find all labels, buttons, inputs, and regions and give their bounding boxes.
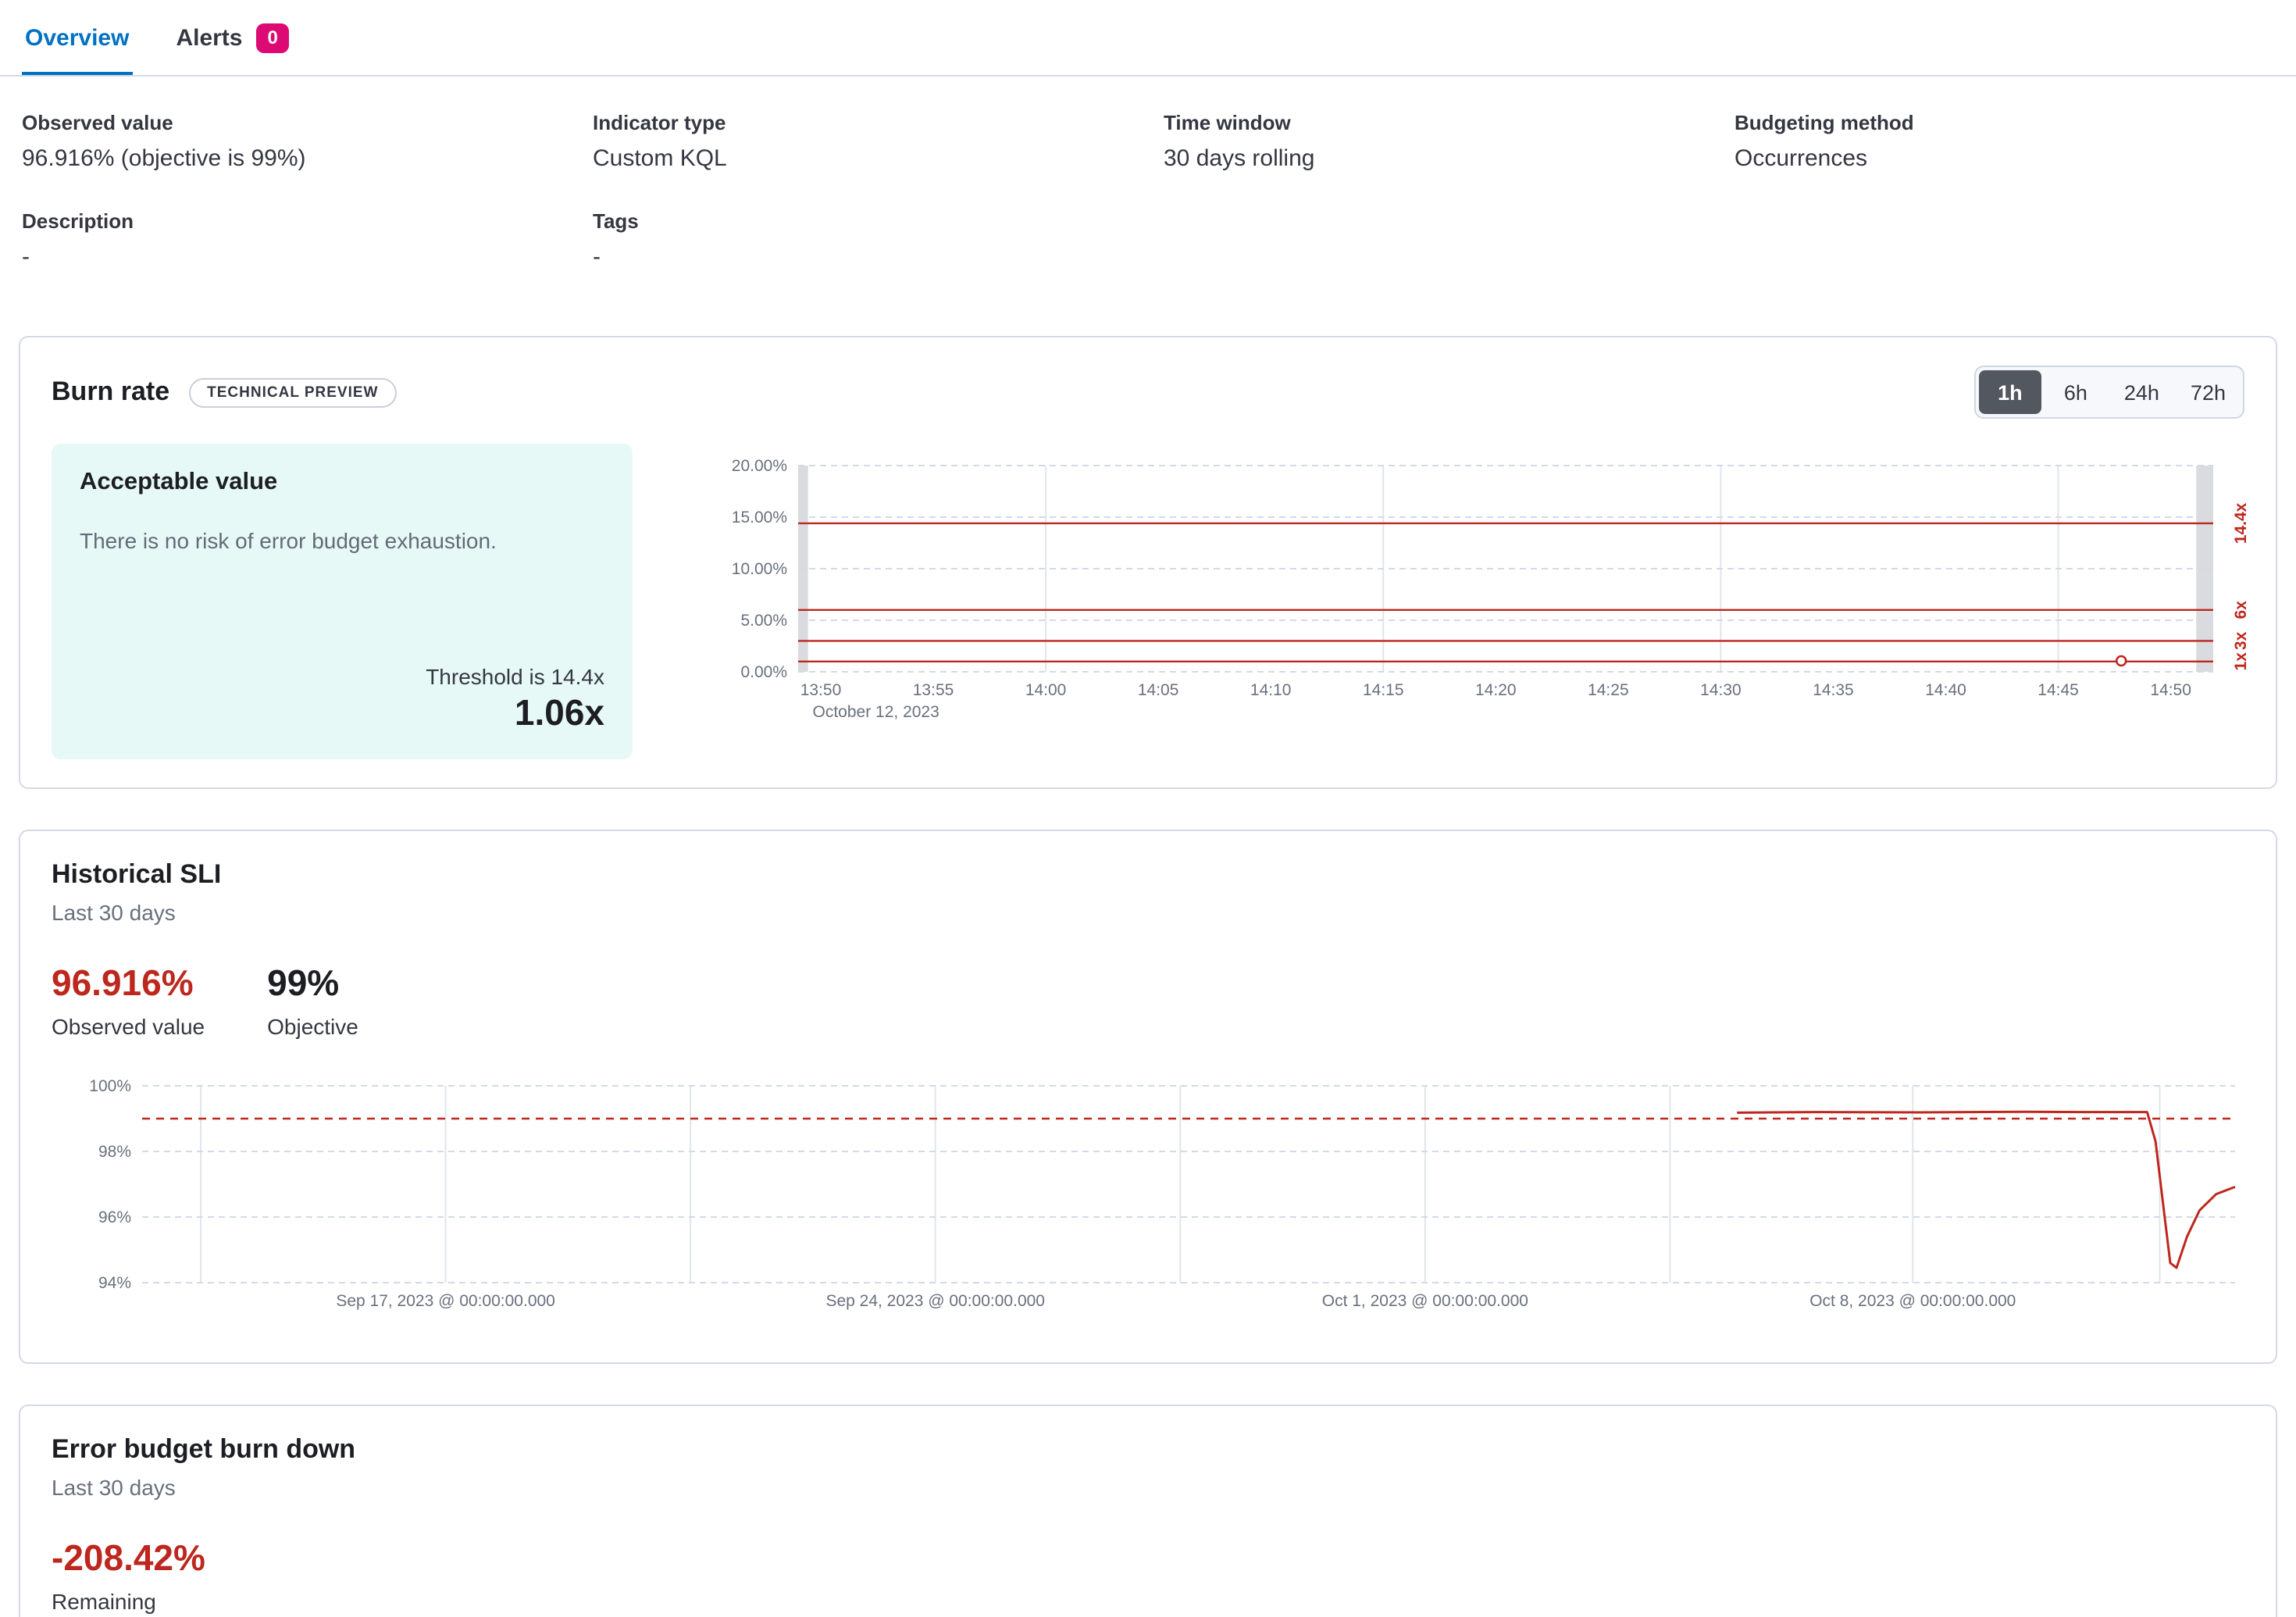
svg-text:14:30: 14:30 <box>1700 681 1742 699</box>
svg-text:14:05: 14:05 <box>1138 681 1179 699</box>
observed-value-stat: 96.916% Observed value <box>52 962 205 1039</box>
historical-sli-chart-area: 94% 96% 98% 100% Sep 17, 2023 @ 00:00:00.000… <box>52 1073 2244 1334</box>
field-indicator-type: Indicator type Custom KQL <box>593 111 1132 172</box>
time-range-button-24h[interactable]: 24h <box>2110 370 2173 414</box>
svg-text:Sep 24, 2023 @ 00:00:00.000: Sep 24, 2023 @ 00:00:00.000 <box>825 1292 1045 1310</box>
objective-label: Objective <box>267 1014 358 1039</box>
svg-text:Sep 17, 2023 @ 00:00:00.000: Sep 17, 2023 @ 00:00:00.000 <box>336 1292 555 1310</box>
remaining-stat: -208.42% Remaining <box>52 1537 205 1614</box>
svg-text:15.00%: 15.00% <box>732 509 787 527</box>
historical-sli-chart: 94% 96% 98% 100% Sep 17, 2023 @ 00:00:00.000… <box>89 1077 2236 1310</box>
field-label: Time window <box>1164 111 1291 134</box>
technical-preview-badge: TECHNICAL PREVIEW <box>188 377 398 407</box>
tab-alerts[interactable]: Alerts 0 <box>173 0 291 75</box>
field-value: - <box>593 244 601 270</box>
status-card-title: Acceptable value <box>80 469 278 495</box>
field-value: Custom KQL <box>593 145 727 172</box>
burn-rate-title: Burn rate <box>52 377 170 406</box>
historical-sli-subtitle: Last 30 days <box>52 900 176 925</box>
field-label: Tags <box>593 209 639 233</box>
field-time-window: Time window 30 days rolling <box>1164 111 1703 172</box>
error-budget-title: Error budget burn down <box>52 1434 356 1464</box>
threshold-label: Threshold is 14.4x <box>426 664 604 689</box>
svg-text:20.00%: 20.00% <box>732 457 787 475</box>
historical-sli-title: Historical SLI <box>52 859 222 889</box>
burn-rate-status-card: Acceptable value There is no risk of err… <box>52 444 633 759</box>
burn-rate-header: Burn rate TECHNICAL PREVIEW 1h 6h 24h 72… <box>52 366 2244 419</box>
time-range-button-6h[interactable]: 6h <box>2045 370 2107 414</box>
svg-text:14:40: 14:40 <box>1925 681 1966 699</box>
burn-rate-body: Acceptable value There is no risk of err… <box>52 444 2250 759</box>
tab-overview[interactable]: Overview <box>22 0 133 75</box>
burn-rate-panel: Burn rate TECHNICAL PREVIEW 1h 6h 24h 72… <box>19 336 2277 789</box>
objective-stat: 99% Objective <box>267 962 358 1039</box>
svg-text:94%: 94% <box>98 1274 131 1292</box>
field-value: 30 days rolling <box>1164 145 1315 172</box>
burn-rate-chart-area: 0.00% 5.00% 10.00% 15.00% 20.00% 13:50 13:55 14… <box>720 444 2254 759</box>
svg-text:Oct 1, 2023 @ 00:00:00.000: Oct 1, 2023 @ 00:00:00.000 <box>1322 1292 1528 1310</box>
svg-text:14:00: 14:00 <box>1025 681 1067 699</box>
tab-overview-label: Overview <box>25 25 130 52</box>
historical-sli-stats: 96.916% Observed value 99% Objective <box>52 962 2244 1039</box>
svg-text:10.00%: 10.00% <box>732 560 787 578</box>
field-budgeting-method: Budgeting method Occurrences <box>1734 111 2274 172</box>
status-card-message: There is no risk of error budget exhaust… <box>80 528 497 553</box>
error-budget-panel: Error budget burn down Last 30 days -208… <box>19 1405 2277 1617</box>
tabs-bar: Overview Alerts 0 <box>0 0 2296 77</box>
objective-number: 99% <box>267 962 340 1003</box>
field-value: - <box>22 244 30 270</box>
svg-text:Oct 8, 2023 @ 00:00:00.000: Oct 8, 2023 @ 00:00:00.000 <box>1809 1292 2016 1310</box>
field-label: Indicator type <box>593 111 726 134</box>
field-label: Budgeting method <box>1734 111 1914 134</box>
burn-rate-chart: 0.00% 5.00% 10.00% 15.00% 20.00% 13:50 13:55 14… <box>732 457 2250 721</box>
time-range-button-72h[interactable]: 72h <box>2177 370 2240 414</box>
svg-text:98%: 98% <box>98 1143 131 1161</box>
error-budget-subtitle: Last 30 days <box>52 1475 176 1500</box>
observed-value-number: 96.916% <box>52 962 194 1003</box>
time-range-button-group: 1h 6h 24h 72h <box>1973 366 2244 419</box>
svg-text:14.4x: 14.4x <box>2232 502 2250 544</box>
remaining-label: Remaining <box>52 1589 156 1614</box>
definition-grid: Observed value 96.916% (objective is 99%… <box>0 77 2296 270</box>
svg-text:13:55: 13:55 <box>913 681 954 699</box>
svg-text:0.00%: 0.00% <box>740 663 787 681</box>
error-budget-stats: -208.42% Remaining <box>52 1537 2244 1614</box>
svg-text:14:10: 14:10 <box>1250 681 1292 699</box>
field-description: Description - <box>22 209 562 270</box>
svg-text:3x: 3x <box>2232 631 2250 650</box>
field-tags: Tags - <box>593 209 1132 270</box>
remaining-number: -208.42% <box>52 1537 205 1578</box>
alerts-count-badge: 0 <box>256 23 289 53</box>
svg-text:14:25: 14:25 <box>1588 681 1629 699</box>
svg-text:100%: 100% <box>89 1077 131 1095</box>
svg-text:96%: 96% <box>98 1208 131 1226</box>
observed-value-label: Observed value <box>52 1014 205 1039</box>
svg-text:1x: 1x <box>2232 652 2250 671</box>
field-value: 96.916% (objective is 99%) <box>22 145 306 172</box>
svg-text:14:45: 14:45 <box>2038 681 2079 699</box>
field-observed-value: Observed value 96.916% (objective is 99%… <box>22 111 562 172</box>
svg-text:14:50: 14:50 <box>2150 681 2191 699</box>
svg-text:6x: 6x <box>2232 601 2250 619</box>
field-label: Observed value <box>22 111 173 134</box>
field-label: Description <box>22 209 134 233</box>
svg-text:14:20: 14:20 <box>1475 681 1517 699</box>
time-range-button-1h[interactable]: 1h <box>1978 370 2041 414</box>
svg-text:5.00%: 5.00% <box>740 612 787 630</box>
svg-text:14:15: 14:15 <box>1363 681 1404 699</box>
svg-text:14:35: 14:35 <box>1813 681 1854 699</box>
historical-sli-panel: Historical SLI Last 30 days 96.916% Obse… <box>19 830 2277 1364</box>
field-value: Occurrences <box>1734 145 1868 172</box>
svg-text:October 12, 2023: October 12, 2023 <box>813 703 939 721</box>
current-burn-rate-value: 1.06x <box>514 692 604 733</box>
tab-alerts-label: Alerts <box>176 25 243 52</box>
svg-text:13:50: 13:50 <box>800 681 842 699</box>
